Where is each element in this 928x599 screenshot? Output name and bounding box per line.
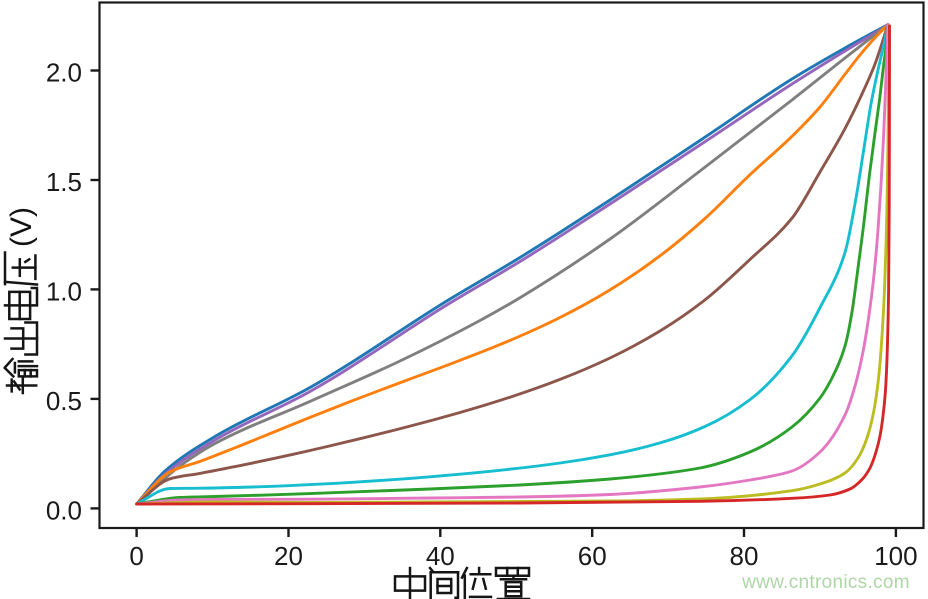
svg-text:100: 100 xyxy=(874,541,917,571)
svg-text:(V): (V) xyxy=(5,207,38,247)
svg-text:80: 80 xyxy=(730,541,759,571)
svg-text:60: 60 xyxy=(578,541,607,571)
svg-text:1.5: 1.5 xyxy=(46,167,82,197)
svg-text:0.5: 0.5 xyxy=(46,386,82,416)
svg-text:40: 40 xyxy=(426,541,455,571)
svg-text:1.0: 1.0 xyxy=(46,276,82,306)
svg-text:20: 20 xyxy=(274,541,303,571)
svg-text:0.0: 0.0 xyxy=(46,495,82,525)
svg-text:0: 0 xyxy=(129,541,143,571)
svg-text:www.cntronics.com: www.cntronics.com xyxy=(741,572,910,593)
svg-text:2.0: 2.0 xyxy=(46,58,82,88)
